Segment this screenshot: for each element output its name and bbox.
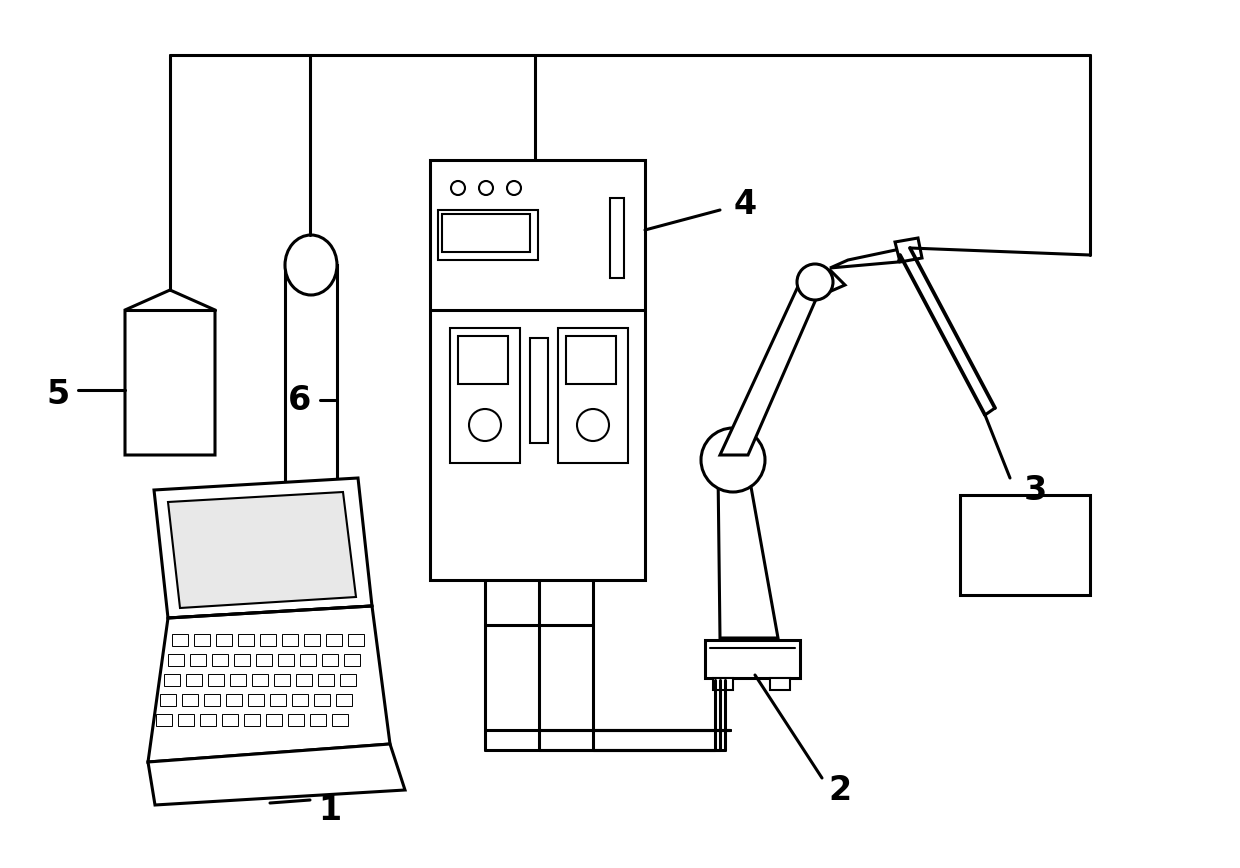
Polygon shape xyxy=(172,634,188,646)
Polygon shape xyxy=(229,674,246,686)
Polygon shape xyxy=(314,694,330,706)
Polygon shape xyxy=(278,654,294,666)
Polygon shape xyxy=(154,478,372,618)
Text: 4: 4 xyxy=(733,188,756,221)
Polygon shape xyxy=(343,654,360,666)
Bar xyxy=(610,198,624,278)
Text: 1: 1 xyxy=(319,793,341,826)
Polygon shape xyxy=(270,694,286,706)
Text: 2: 2 xyxy=(828,773,852,806)
Polygon shape xyxy=(167,492,356,608)
Polygon shape xyxy=(252,674,268,686)
Circle shape xyxy=(469,409,501,441)
Polygon shape xyxy=(186,674,202,686)
Polygon shape xyxy=(238,634,254,646)
Polygon shape xyxy=(193,634,210,646)
Polygon shape xyxy=(160,694,176,706)
Bar xyxy=(430,160,645,580)
Text: 6: 6 xyxy=(289,384,311,417)
Polygon shape xyxy=(720,282,820,455)
Circle shape xyxy=(507,181,521,195)
Polygon shape xyxy=(336,694,352,706)
Bar xyxy=(438,210,538,260)
Polygon shape xyxy=(332,714,348,726)
Circle shape xyxy=(479,181,494,195)
Polygon shape xyxy=(244,714,260,726)
Ellipse shape xyxy=(285,235,337,295)
Bar xyxy=(960,495,1090,595)
Polygon shape xyxy=(179,714,193,726)
Bar xyxy=(713,678,733,690)
Polygon shape xyxy=(222,714,238,726)
Polygon shape xyxy=(310,714,326,726)
Polygon shape xyxy=(326,634,342,646)
Polygon shape xyxy=(274,674,290,686)
Polygon shape xyxy=(718,470,777,638)
Polygon shape xyxy=(267,714,281,726)
Polygon shape xyxy=(182,694,198,706)
Polygon shape xyxy=(156,714,172,726)
Text: 5: 5 xyxy=(46,378,69,411)
Polygon shape xyxy=(281,634,298,646)
Bar xyxy=(565,336,616,384)
Polygon shape xyxy=(226,694,242,706)
Polygon shape xyxy=(317,674,334,686)
Polygon shape xyxy=(288,714,304,726)
Polygon shape xyxy=(255,654,272,666)
Polygon shape xyxy=(234,654,250,666)
Polygon shape xyxy=(190,654,206,666)
Polygon shape xyxy=(340,674,356,686)
Polygon shape xyxy=(895,238,923,262)
Polygon shape xyxy=(800,270,844,298)
Polygon shape xyxy=(304,634,320,646)
Polygon shape xyxy=(248,694,264,706)
Polygon shape xyxy=(125,290,215,455)
Polygon shape xyxy=(200,714,216,726)
Bar xyxy=(770,678,790,690)
Bar xyxy=(285,265,337,550)
Circle shape xyxy=(451,181,465,195)
Polygon shape xyxy=(291,694,308,706)
Polygon shape xyxy=(148,744,405,805)
Bar xyxy=(450,328,520,463)
Bar xyxy=(441,214,529,252)
Circle shape xyxy=(797,264,833,300)
Bar xyxy=(458,336,508,384)
Circle shape xyxy=(701,428,765,492)
Text: 3: 3 xyxy=(1023,474,1047,507)
Circle shape xyxy=(577,409,609,441)
Bar xyxy=(558,328,627,463)
Polygon shape xyxy=(167,654,184,666)
Polygon shape xyxy=(300,654,316,666)
Polygon shape xyxy=(216,634,232,646)
Polygon shape xyxy=(164,674,180,686)
Polygon shape xyxy=(830,248,905,268)
Bar xyxy=(706,640,800,678)
Polygon shape xyxy=(260,634,277,646)
Polygon shape xyxy=(148,606,391,762)
Polygon shape xyxy=(208,674,224,686)
Polygon shape xyxy=(348,634,365,646)
Bar xyxy=(529,338,548,443)
Polygon shape xyxy=(212,654,228,666)
Polygon shape xyxy=(296,674,312,686)
Polygon shape xyxy=(322,654,339,666)
Polygon shape xyxy=(205,694,219,706)
